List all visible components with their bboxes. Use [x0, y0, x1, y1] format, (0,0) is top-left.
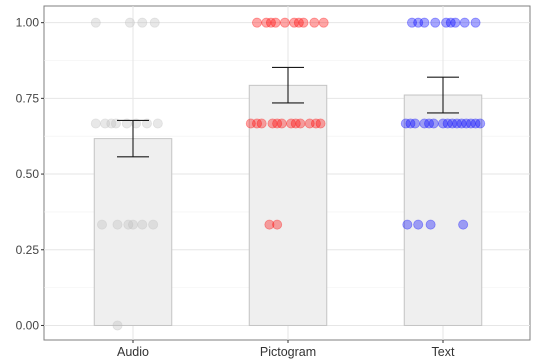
y-tick-label: 0.75	[16, 91, 40, 105]
data-point-audio	[137, 17, 148, 28]
data-point-text	[406, 17, 417, 28]
y-tick-label: 1.00	[16, 16, 40, 30]
x-tick-label-text: Text	[432, 345, 455, 359]
y-axis: 0.00 0.25 0.50 0.75 1.00	[16, 16, 44, 332]
data-point-pictogram	[245, 118, 256, 129]
data-point-audio	[90, 17, 101, 28]
data-point-text	[461, 118, 472, 129]
y-tick-label: 0.50	[16, 167, 40, 181]
data-point-text	[405, 118, 416, 129]
data-point-audio	[110, 118, 121, 129]
data-point-text	[470, 118, 481, 129]
data-point-pictogram	[272, 118, 283, 129]
data-point-pictogram	[304, 118, 315, 129]
data-point-text	[437, 118, 448, 129]
data-point-text	[445, 17, 456, 28]
data-point-audio	[152, 118, 163, 129]
data-point-pictogram	[264, 219, 275, 230]
data-point-text	[451, 118, 462, 129]
data-point-audio	[112, 219, 123, 230]
data-point-audio	[124, 17, 135, 28]
data-point-audio	[149, 17, 160, 28]
y-tick-label: 0.25	[16, 243, 40, 257]
data-point-text	[419, 17, 430, 28]
y-tick-label: 0.00	[16, 318, 40, 332]
data-point-pictogram	[276, 118, 287, 129]
data-point-text	[458, 219, 469, 230]
data-point-pictogram	[295, 118, 306, 129]
data-point-pictogram	[251, 118, 262, 129]
data-point-text	[470, 17, 481, 28]
data-point-text	[442, 118, 453, 129]
data-point-pictogram	[309, 17, 320, 28]
data-point-text	[456, 118, 467, 129]
error-bars	[117, 66, 459, 158]
data-point-audio	[112, 320, 123, 331]
data-point-audio	[127, 219, 138, 230]
data-point-pictogram	[270, 17, 281, 28]
data-point-pictogram	[261, 17, 272, 28]
data-point-pictogram	[315, 118, 326, 129]
data-point-text	[400, 118, 411, 129]
data-point-text	[430, 17, 441, 28]
data-point-audio	[137, 219, 148, 230]
data-point-audio	[141, 118, 152, 129]
data-point-text	[402, 219, 413, 230]
data-point-text	[413, 17, 424, 28]
data-point-audio	[97, 219, 108, 230]
data-point-audio	[131, 118, 142, 129]
data-point-audio	[106, 118, 117, 129]
data-point-text	[475, 118, 486, 129]
data-point-pictogram	[256, 118, 267, 129]
data-point-audio	[123, 219, 134, 230]
data-point-text	[424, 118, 435, 129]
bar-audio	[93, 138, 173, 326]
data-point-text	[459, 17, 470, 28]
data-point-text	[465, 118, 476, 129]
data-point-pictogram	[286, 118, 297, 129]
x-tick-label-pictogram: Pictogram	[260, 345, 316, 359]
data-point-audio	[90, 118, 101, 129]
data-point-pictogram	[289, 17, 300, 28]
data-point-text	[428, 118, 439, 129]
data-point-text	[450, 17, 461, 28]
data-point-text	[425, 219, 436, 230]
x-tick-label-audio: Audio	[117, 345, 149, 359]
data-point-text	[441, 17, 452, 28]
data-point-pictogram	[318, 17, 329, 28]
bars	[93, 84, 483, 326]
data-point-text	[419, 118, 430, 129]
data-point-pictogram	[298, 17, 309, 28]
data-point-audio	[121, 118, 132, 129]
bar-text	[403, 94, 483, 326]
data-point-text	[410, 118, 421, 129]
data-point-pictogram	[272, 219, 283, 230]
data-point-text	[413, 219, 424, 230]
data-point-pictogram	[310, 118, 321, 129]
data-point-audio	[100, 118, 111, 129]
data-point-pictogram	[267, 118, 278, 129]
data-point-pictogram	[290, 118, 301, 129]
data-points	[90, 17, 486, 331]
data-point-audio	[148, 219, 159, 230]
data-point-pictogram	[265, 17, 276, 28]
x-axis: Audio Pictogram Text	[117, 340, 455, 359]
data-point-pictogram	[251, 17, 262, 28]
data-point-pictogram	[293, 17, 304, 28]
data-point-pictogram	[279, 17, 290, 28]
data-point-text	[447, 118, 458, 129]
